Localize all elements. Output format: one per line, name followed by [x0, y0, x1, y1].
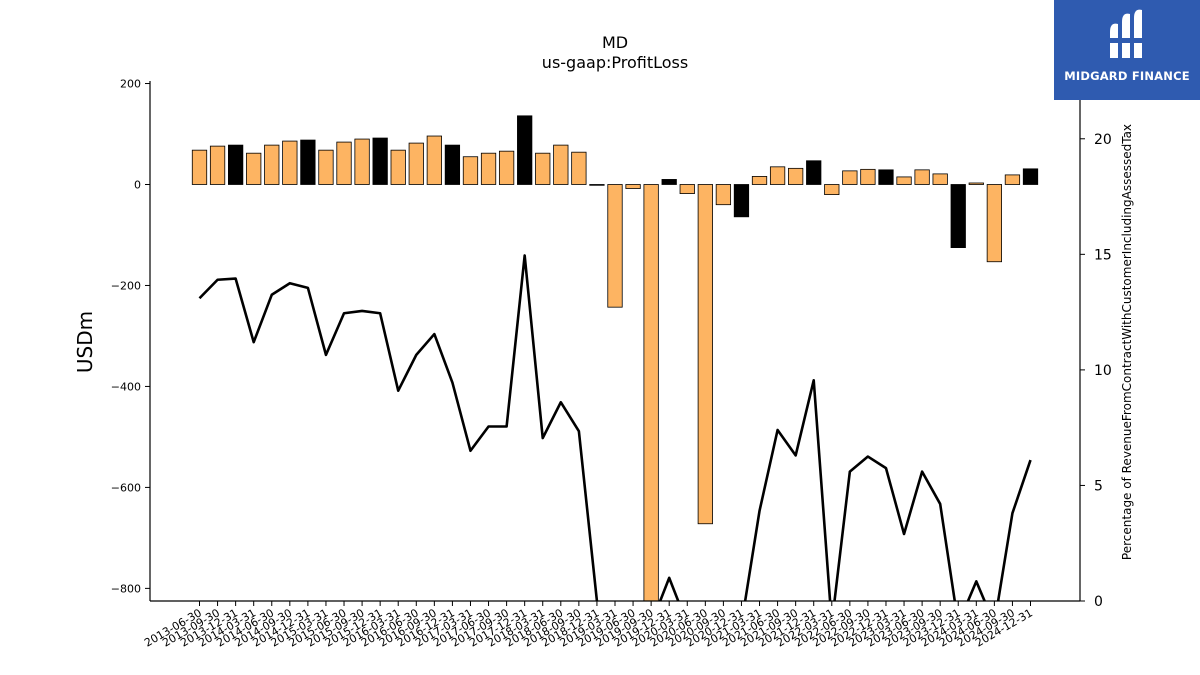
bar — [751, 176, 768, 185]
bar — [354, 138, 370, 185]
bar — [878, 169, 894, 185]
bar — [444, 144, 461, 185]
bar — [824, 184, 840, 195]
y-tick-label: −800 — [111, 582, 141, 595]
chart-subtitle: us-gaap:ProfitLoss — [542, 53, 688, 72]
y2-axis-label: Percentage of RevenueFromContractWithCus… — [1120, 124, 1134, 560]
bar — [914, 169, 930, 185]
bar — [390, 149, 406, 185]
bar — [788, 167, 804, 185]
bar — [968, 182, 984, 185]
bar — [733, 184, 750, 218]
bar — [806, 160, 822, 185]
y-tick-label: 0 — [134, 178, 141, 191]
bar — [318, 149, 334, 185]
bar — [264, 144, 280, 185]
y-tick-label: −200 — [111, 279, 141, 292]
bar — [282, 140, 298, 185]
bar — [715, 184, 732, 206]
bar — [209, 145, 226, 185]
bar — [426, 135, 442, 185]
bar — [462, 156, 479, 185]
chart-title: MD — [602, 33, 628, 52]
bar — [589, 184, 605, 186]
bar — [679, 184, 695, 194]
bar-series — [191, 115, 1039, 601]
midgard-logo-icon — [1108, 9, 1146, 58]
y2-tick-label: 0 — [1094, 594, 1103, 610]
bar — [517, 115, 533, 185]
bar — [986, 184, 1002, 263]
y-axis-label: USDm — [73, 311, 97, 373]
bar — [480, 152, 497, 185]
bar — [228, 144, 244, 185]
bar — [607, 184, 623, 308]
y2-tick-label: 15 — [1094, 247, 1112, 263]
bar — [535, 152, 551, 185]
bar — [896, 176, 912, 185]
line-series — [198, 254, 1032, 601]
midgard-finance-logo: MIDGARD FINANCE — [1054, 0, 1200, 100]
bar — [661, 179, 677, 185]
bar — [191, 149, 208, 185]
y-tick-label: −400 — [111, 380, 141, 393]
bar — [932, 173, 948, 185]
y-tick-label: −600 — [111, 481, 141, 494]
bar — [1004, 174, 1021, 185]
bar — [372, 137, 388, 185]
y2-tick-label: 10 — [1094, 363, 1112, 379]
y-tick-label: 200 — [120, 78, 141, 91]
bar — [697, 184, 713, 525]
bar — [950, 184, 966, 249]
y2-tick-label: 20 — [1094, 132, 1112, 148]
bar — [625, 184, 641, 189]
bar — [246, 152, 262, 185]
plot-area: −800−600−400−2000200051015202013-06-3020… — [111, 78, 1112, 650]
y2-tick-label: 5 — [1094, 478, 1103, 494]
bar — [860, 168, 876, 185]
bar — [408, 142, 424, 185]
bar — [336, 141, 352, 185]
bar — [842, 170, 858, 185]
bar — [553, 144, 569, 185]
bar — [498, 150, 515, 185]
logo-text: MIDGARD FINANCE — [1064, 69, 1190, 83]
bar — [643, 184, 659, 601]
bar — [300, 139, 316, 185]
bar — [1022, 168, 1039, 185]
bar — [769, 166, 786, 185]
bar — [571, 151, 587, 185]
